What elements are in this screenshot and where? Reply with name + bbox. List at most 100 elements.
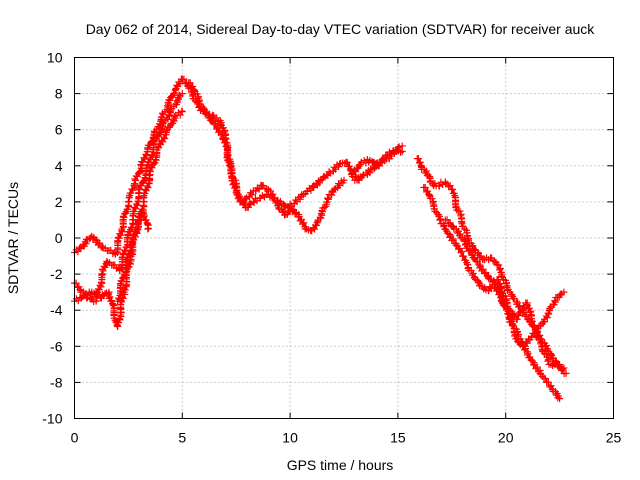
data-point-cluster: [435, 178, 447, 190]
data-point-cluster: [145, 146, 161, 179]
data-point-cluster: [360, 156, 373, 167]
data-point-cluster: [507, 290, 518, 303]
data-point-cluster: [271, 194, 283, 212]
data-point-cluster: [555, 290, 566, 301]
data-point-cluster: [501, 292, 512, 313]
data-point-cluster: [459, 252, 472, 272]
data-point-cluster: [232, 176, 244, 206]
data-point-cluster: [250, 194, 261, 207]
data-point-cluster: [510, 322, 522, 345]
data-point-cluster: [460, 236, 474, 255]
data-point-cluster: [513, 308, 525, 323]
data-point-cluster: [312, 177, 323, 189]
data-point-cluster: [172, 91, 184, 109]
data-point-cluster: [516, 340, 527, 350]
data-point-cluster: [350, 160, 364, 176]
series-track-c: [71, 107, 186, 330]
grid: [74, 57, 614, 419]
series-track-h: [351, 142, 406, 184]
data-point-cluster: [129, 190, 143, 224]
data-point-cluster: [153, 118, 167, 140]
data-point-cluster: [502, 276, 512, 294]
data-point-cluster: [481, 254, 493, 264]
data-point-cluster: [122, 243, 135, 276]
data-point-cluster: [324, 168, 334, 179]
data-point-cluster: [135, 164, 150, 197]
series-track-f: [185, 79, 348, 235]
x-tick-label: 10: [282, 430, 298, 446]
data-point-cluster: [99, 244, 111, 255]
y-tick-label: 6: [55, 122, 63, 138]
data-point-cluster: [474, 276, 484, 290]
data-point-cluster: [440, 221, 452, 237]
data-point-cluster: [283, 207, 294, 218]
data-point-cluster: [209, 112, 224, 126]
data-point-cluster: [107, 246, 119, 257]
data-point-cluster: [495, 261, 506, 281]
data-point-cluster: [154, 127, 171, 151]
data-point-cluster: [264, 191, 276, 201]
data-point-cluster: [97, 289, 110, 302]
x-tick-label: 0: [71, 430, 79, 446]
data-point-cluster: [549, 360, 559, 370]
data-point: [560, 288, 568, 296]
y-tick-label: 0: [55, 230, 63, 246]
data-point-cluster: [104, 258, 116, 269]
data-point-cluster: [329, 161, 343, 175]
data-point-cluster: [542, 304, 554, 322]
data-point-cluster: [551, 388, 562, 402]
data-point-cluster: [302, 225, 315, 235]
data-point: [127, 243, 135, 251]
data-points: [71, 75, 570, 403]
series-track-d: [114, 207, 153, 305]
y-tick-label: -10: [42, 411, 62, 427]
x-tick-labels: 0 5 10 15 20 25: [71, 430, 622, 446]
data-point-cluster: [140, 171, 154, 205]
data-point-cluster: [467, 267, 479, 282]
series-track-l: [493, 276, 568, 373]
data-point-cluster: [123, 216, 137, 249]
data-point-cluster: [279, 201, 290, 210]
data-point: [398, 142, 406, 150]
data-point: [178, 90, 186, 98]
data-point-cluster: [128, 227, 140, 250]
chart-title: Day 062 of 2014, Sidereal Day-to-day VTE…: [86, 21, 596, 37]
data-point-cluster: [193, 90, 204, 108]
y-tick-label: 4: [55, 158, 63, 174]
y-axis-label: SDTVAR / TECUs: [5, 182, 21, 294]
data-point-cluster: [119, 198, 133, 231]
y-tick-labels: -10 -8 -6 -4 -2 0 2 4 6 8 10: [42, 50, 62, 427]
y-tick-label: 10: [47, 50, 63, 66]
y-tick-label: -2: [50, 266, 63, 282]
data-point-cluster: [89, 233, 98, 243]
data-point: [508, 321, 516, 329]
data-point-cluster: [113, 290, 129, 329]
series-track-e: [178, 75, 363, 212]
data-point-cluster: [536, 335, 547, 356]
data-point-cluster: [547, 350, 557, 363]
data-point-cluster: [480, 284, 490, 294]
y-tick-label: -4: [50, 302, 63, 318]
data-point-cluster: [337, 159, 349, 167]
data-point: [461, 225, 469, 233]
data-point: [340, 176, 348, 184]
data-point-cluster: [528, 317, 541, 341]
data-point-cluster: [256, 192, 268, 202]
data-point-cluster: [224, 151, 237, 182]
data-point-cluster: [174, 107, 186, 119]
data-point-cluster: [456, 207, 467, 230]
data-point-cluster: [163, 92, 177, 114]
data-point-cluster: [430, 180, 440, 190]
series-track-j: [420, 183, 564, 403]
y-tick-label: 2: [55, 194, 63, 210]
data-point-cluster: [164, 113, 179, 131]
data-point-cluster: [508, 308, 518, 321]
data-point-cluster: [554, 361, 565, 373]
data-point-cluster: [370, 159, 382, 173]
data-point: [178, 108, 186, 116]
x-tick-label: 20: [498, 430, 514, 446]
data-point-cluster: [90, 289, 102, 301]
x-tick-label: 5: [178, 430, 186, 446]
data-point-cluster: [205, 113, 219, 128]
data-point-cluster: [213, 124, 227, 139]
